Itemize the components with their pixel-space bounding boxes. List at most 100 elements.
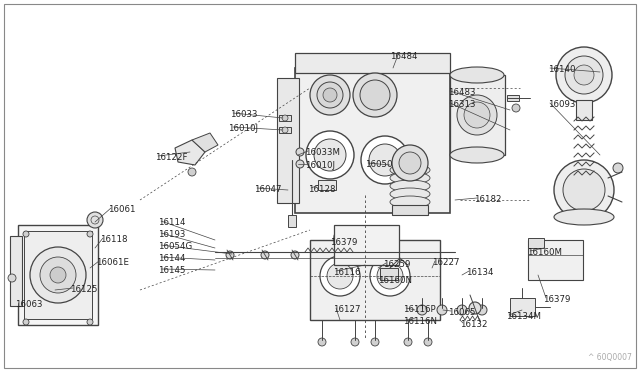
Circle shape: [306, 131, 354, 179]
Text: 16182: 16182: [474, 195, 502, 204]
Circle shape: [399, 152, 421, 174]
Bar: [279, 115, 291, 121]
Circle shape: [282, 127, 288, 133]
Text: 16010J: 16010J: [228, 124, 258, 133]
Circle shape: [554, 160, 614, 220]
Bar: [10, 236, 22, 306]
Text: 16483: 16483: [448, 88, 476, 97]
Circle shape: [377, 263, 403, 289]
Circle shape: [320, 256, 360, 296]
Bar: [288, 215, 296, 227]
Circle shape: [314, 139, 346, 171]
Text: 16054G: 16054G: [158, 242, 192, 251]
Bar: [528, 240, 583, 280]
Ellipse shape: [390, 164, 430, 176]
Text: 16134: 16134: [466, 268, 493, 277]
Circle shape: [40, 257, 76, 293]
Circle shape: [574, 65, 594, 85]
Text: 16093: 16093: [548, 100, 575, 109]
Text: 16128: 16128: [308, 185, 335, 194]
Circle shape: [370, 256, 410, 296]
Polygon shape: [192, 133, 218, 152]
Circle shape: [188, 168, 196, 176]
Text: 16484: 16484: [390, 52, 417, 61]
Bar: [528, 238, 544, 248]
Text: 16061: 16061: [108, 205, 136, 214]
Circle shape: [50, 267, 66, 283]
Circle shape: [457, 95, 497, 135]
Circle shape: [351, 338, 359, 346]
Circle shape: [563, 169, 605, 211]
Bar: [295, 53, 450, 73]
Circle shape: [613, 163, 623, 173]
Text: 16050: 16050: [365, 160, 392, 169]
Text: 16114: 16114: [158, 218, 186, 227]
Circle shape: [23, 319, 29, 325]
Text: 16160M: 16160M: [527, 248, 562, 257]
Text: 16313: 16313: [448, 100, 476, 109]
Bar: [18, 225, 98, 325]
Text: 16132: 16132: [460, 320, 488, 329]
Ellipse shape: [554, 209, 614, 225]
Circle shape: [291, 251, 299, 259]
Circle shape: [404, 338, 412, 346]
Text: 16033M: 16033M: [305, 148, 340, 157]
Circle shape: [296, 148, 304, 156]
Bar: [380, 268, 398, 280]
Text: 16033: 16033: [230, 110, 257, 119]
Circle shape: [261, 251, 269, 259]
Circle shape: [30, 247, 86, 303]
Bar: [576, 100, 592, 120]
Text: 16193: 16193: [158, 230, 186, 239]
Bar: [277, 78, 299, 203]
Ellipse shape: [390, 172, 430, 184]
Circle shape: [556, 47, 612, 103]
Ellipse shape: [390, 188, 430, 200]
Circle shape: [282, 115, 288, 121]
Polygon shape: [175, 140, 205, 165]
Bar: [450, 75, 505, 155]
Bar: [295, 68, 450, 213]
Bar: [279, 127, 291, 133]
Circle shape: [457, 305, 467, 315]
Bar: [510, 298, 535, 316]
Ellipse shape: [450, 147, 504, 163]
Text: 16118: 16118: [100, 235, 127, 244]
Text: 16116: 16116: [333, 268, 360, 277]
Text: 16160N: 16160N: [378, 276, 412, 285]
Text: 16259: 16259: [383, 260, 410, 269]
Ellipse shape: [450, 67, 504, 83]
Text: 16144: 16144: [158, 254, 186, 263]
Circle shape: [226, 251, 234, 259]
Bar: [24, 231, 92, 319]
Circle shape: [310, 75, 350, 115]
Circle shape: [512, 104, 520, 112]
Circle shape: [477, 305, 487, 315]
Ellipse shape: [390, 180, 430, 192]
Circle shape: [371, 338, 379, 346]
Text: 16227: 16227: [432, 258, 460, 267]
Circle shape: [369, 144, 401, 176]
Circle shape: [565, 56, 603, 94]
Text: 16134M: 16134M: [506, 312, 541, 321]
Circle shape: [87, 212, 103, 228]
Text: 16047: 16047: [254, 185, 282, 194]
Circle shape: [318, 338, 326, 346]
Bar: [507, 95, 519, 101]
Circle shape: [87, 231, 93, 237]
Circle shape: [327, 263, 353, 289]
Circle shape: [87, 319, 93, 325]
Circle shape: [424, 338, 432, 346]
Circle shape: [392, 145, 428, 181]
Bar: [334, 225, 399, 265]
Text: 16065: 16065: [448, 308, 476, 317]
Circle shape: [353, 73, 397, 117]
Circle shape: [361, 136, 409, 184]
Bar: [310, 240, 440, 320]
Text: 16116N: 16116N: [403, 317, 437, 326]
Circle shape: [360, 80, 390, 110]
Bar: [318, 180, 336, 190]
Circle shape: [23, 231, 29, 237]
Circle shape: [469, 302, 481, 314]
Text: 16125: 16125: [70, 285, 97, 294]
